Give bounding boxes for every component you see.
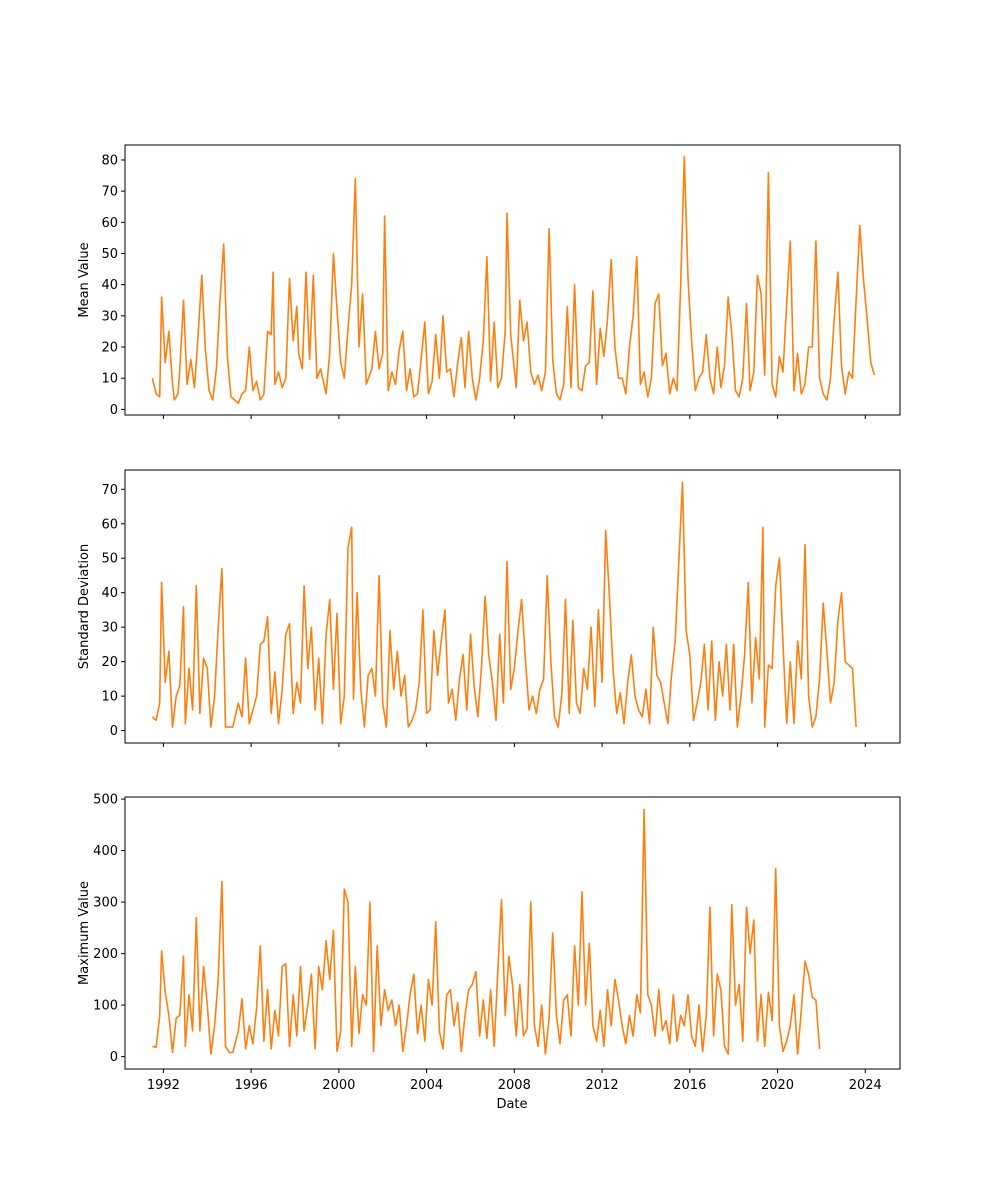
- y-tick-label: 500: [93, 793, 118, 808]
- x-tick-label: 1996: [235, 1078, 268, 1093]
- y-tick-label: 70: [101, 483, 118, 498]
- y-tick-label: 10: [101, 372, 118, 387]
- y-axis-label: Standard Deviation: [77, 544, 92, 669]
- panel-mean-value: 0 10 20 30 40 50 60 70 80 Mean Value: [77, 144, 901, 419]
- y-tick-label: 300: [93, 896, 118, 911]
- x-tick-label: 2008: [498, 1078, 531, 1093]
- axes-frame: [124, 469, 901, 744]
- y-tick-label: 20: [101, 655, 118, 670]
- y-tick-label: 100: [93, 999, 118, 1014]
- panel-standard-deviation: 0 10 20 30 40 50 60 70 Standard Deviation: [77, 469, 901, 747]
- y-tick-label: 40: [101, 586, 118, 601]
- y-tick-label: 10: [101, 690, 118, 705]
- y-tick-label: 0: [110, 1050, 118, 1065]
- x-tick-label: 2004: [410, 1078, 443, 1093]
- y-tick-label: 40: [101, 278, 118, 293]
- x-tick-label: 2012: [586, 1078, 619, 1093]
- y-tick-label: 0: [110, 724, 118, 739]
- y-tick-label: 20: [101, 341, 118, 356]
- y-tick-label: 30: [101, 621, 118, 636]
- x-tick-label: 2024: [849, 1078, 882, 1093]
- y-tick-label: 400: [93, 844, 118, 859]
- y-tick-label: 60: [101, 517, 118, 532]
- series-line: [152, 808, 821, 1055]
- y-tick-label: 50: [101, 247, 118, 262]
- axes-frame: [124, 796, 901, 1070]
- y-tick-label: 0: [110, 403, 118, 418]
- x-axis-label: Date: [496, 1097, 527, 1112]
- y-tick-label: 30: [101, 309, 118, 324]
- x-tick-label: 2000: [322, 1078, 355, 1093]
- x-tick-label: 2020: [761, 1078, 794, 1093]
- x-tick-label: 2016: [673, 1078, 706, 1093]
- y-axis-label: Mean Value: [77, 242, 92, 317]
- series-line: [151, 156, 876, 405]
- x-tick-label: 1992: [147, 1078, 180, 1093]
- y-tick-label: 60: [101, 216, 118, 231]
- y-tick-label: 200: [93, 947, 118, 962]
- y-axis-label: Maximum Value: [77, 881, 92, 985]
- series-line: [151, 481, 857, 728]
- panel-maximum-value: 0 100 200 300 400 500 1992 1996 2000 2004 2008 2012…: [77, 793, 901, 1093]
- y-tick-label: 70: [101, 185, 118, 200]
- y-tick-label: 50: [101, 552, 118, 567]
- axes-frame: [124, 144, 901, 416]
- y-tick-label: 80: [101, 153, 118, 168]
